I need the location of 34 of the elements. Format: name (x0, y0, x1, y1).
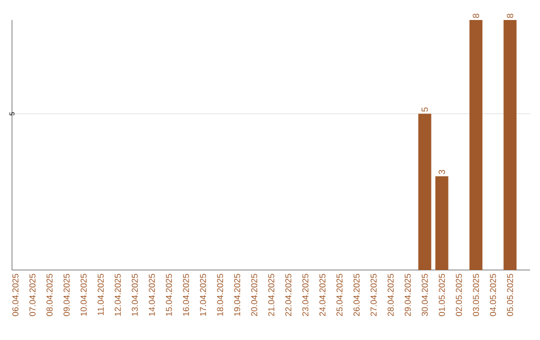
x-tick-label: 14.04.2025 (148, 274, 155, 316)
x-tick-label: 08.04.2025 (46, 274, 53, 316)
x-tick-label: 09.04.2025 (64, 274, 70, 316)
x-tick-label: 06.04.2025 (12, 274, 18, 316)
x-tick-label: 26.04.2025 (354, 274, 360, 316)
x-tick-label: 27.04.2025 (370, 274, 377, 316)
x-tick-label: 03.05.2025 (472, 274, 479, 316)
x-tick-label: 05.05.2025 (507, 274, 514, 316)
x-tick-label: 18.04.2025 (217, 274, 224, 316)
x-tick-label: 10.04.2025 (80, 274, 87, 316)
x-tick-label: 02.05.2025 (456, 274, 462, 316)
x-tick-label: 30.04.2025 (422, 274, 428, 316)
x-tick-label: 21.04.2025 (268, 274, 274, 316)
x-tick-label: 16.04.2025 (182, 274, 190, 316)
x-tick-label: 20.04.2025 (251, 274, 258, 316)
x-tick-label: 17.04.2025 (200, 274, 206, 316)
x-tick-label: 01.05.2025 (438, 274, 445, 316)
x-tick-label: 11.04.2025 (98, 274, 104, 316)
x-tick-label: 24.04.2025 (319, 274, 326, 316)
x-tick-label: 29.04.2025 (404, 274, 411, 316)
x-tick-label: 25.04.2025 (336, 274, 343, 316)
x-tick-label: 04.05.2025 (490, 274, 496, 316)
x-tick-label: 28.04.2025 (388, 274, 394, 316)
data-label: 3 (438, 170, 446, 174)
x-tick-label: 23.04.2025 (302, 274, 308, 316)
data-label: 5 (422, 107, 428, 112)
data-label: 8 (506, 14, 514, 18)
x-tick-label: 12.04.2025 (114, 274, 121, 316)
x-tick-label: 07.04.2025 (29, 274, 36, 316)
x-tick-label: 15.04.2025 (166, 274, 172, 316)
data-label: 8 (472, 14, 480, 18)
x-tick-label: 22.04.2025 (285, 274, 292, 316)
x-tick-label: 19.04.2025 (234, 274, 240, 316)
x-tick-label: 13.04.2025 (132, 274, 138, 316)
